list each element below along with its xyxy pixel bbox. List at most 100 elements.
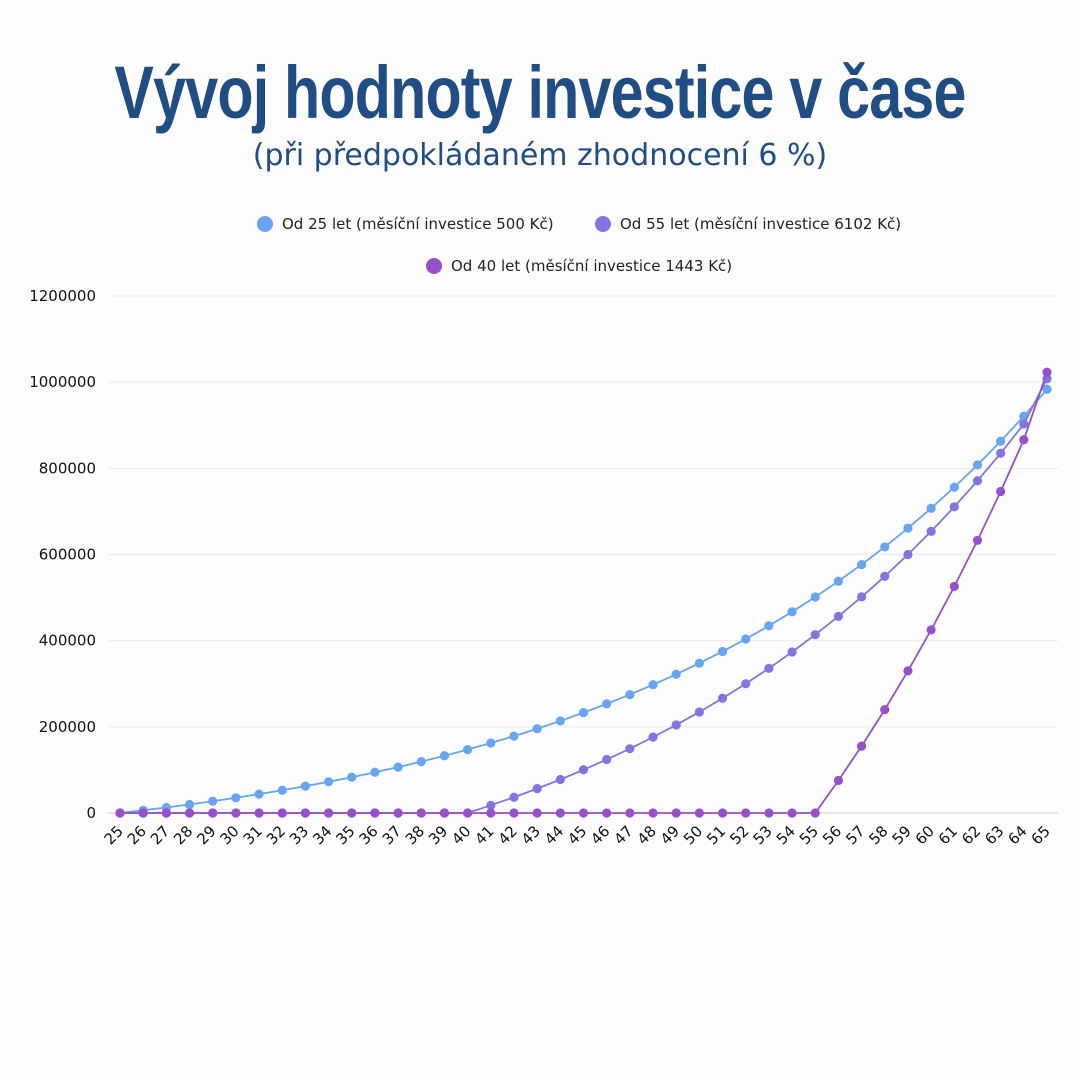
data-point [787,808,797,818]
legend-label: Od 25 let (měsíční investice 500 Kč) [282,215,554,233]
data-point [694,707,704,717]
data-point [694,658,704,668]
data-point [532,808,542,818]
grid [108,295,1058,814]
data-point [787,647,797,657]
data-point [277,785,287,795]
legend-marker [595,216,611,232]
page-subtitle: (při předpokládaném zhodnocení 6 %) [252,138,828,173]
data-point [903,666,913,676]
data-point [648,808,658,818]
data-point [138,808,148,818]
data-point [347,808,357,818]
legend-marker [257,216,273,232]
data-point [717,646,728,657]
legend-label: Od 55 let (měsíční investice 6102 Kč) [620,215,901,233]
data-point [741,634,751,644]
legend-item: Od 40 let (měsíční investice 1443 Kč) [426,257,732,275]
data-point [370,767,380,777]
series-line [119,388,1048,814]
legend-marker [426,258,442,274]
data-point [509,731,519,741]
data-point [602,808,612,818]
data-point [184,799,195,810]
legend: Od 25 let (měsíční investice 500 Kč) Od 5… [257,215,901,275]
data-point [717,693,728,703]
data-point [393,808,403,818]
data-point [625,689,635,700]
series-3 [115,367,1052,818]
data-point [671,720,681,730]
x-tick-label: 65 [1028,822,1054,848]
data-point [1019,435,1029,445]
data-point [323,808,334,818]
data-point [532,724,542,734]
data-point [602,754,612,765]
data-point [949,502,959,512]
data-point [416,808,426,818]
data-point [532,784,542,794]
data-point [161,808,171,818]
data-point [509,792,519,802]
data-point [578,808,589,818]
data-point [555,774,565,785]
data-point [416,757,426,767]
y-tick-label: 0 [86,804,96,822]
data-point [996,436,1006,446]
y-tick-label: 600000 [39,546,96,564]
data-point [903,523,913,533]
data-point [323,777,334,787]
data-point [231,793,241,803]
data-point [787,607,797,617]
data-point [694,808,704,818]
data-point [996,448,1006,458]
data-point [972,476,983,486]
data-point [254,789,264,799]
data-point [764,621,774,631]
data-point [648,680,658,690]
data-point [903,549,913,560]
data-point [880,705,890,715]
series-layer [115,367,1052,818]
page-title: Vývoj hodnoty investice v čase [114,51,966,134]
data-point [231,808,241,818]
data-point [208,808,218,818]
data-point [486,800,496,810]
data-point [277,808,287,818]
series-line [120,371,1048,814]
data-point [1019,419,1029,429]
data-point [833,611,844,621]
data-point [926,526,936,536]
data-point [439,808,450,818]
data-point [486,738,496,748]
data-point [208,796,218,806]
data-point [857,592,867,602]
data-point [972,535,983,545]
data-point [578,765,589,775]
legend-item: Od 25 let (měsíční investice 500 Kč) [257,215,554,233]
data-point [347,772,357,782]
data-point [833,576,844,586]
y-tick-label: 1000000 [29,373,96,391]
data-point [648,732,658,742]
data-point [1042,384,1052,394]
data-point [810,808,820,818]
data-point [254,808,264,818]
data-point [857,559,867,570]
data-point [926,625,936,635]
data-point [833,775,844,786]
data-point [115,808,125,818]
y-tick-label: 1200000 [29,287,96,305]
data-point [439,751,450,761]
series-line [120,378,1048,814]
data-point [184,808,195,818]
y-tick-label: 200000 [39,718,96,736]
x-axis: 2526272829303132333435363738394041424344… [101,822,1054,848]
data-point [671,669,681,679]
data-point [857,741,867,751]
legend-label: Od 40 let (měsíční investice 1443 Kč) [451,257,732,275]
series-1 [115,384,1052,818]
data-point [741,808,751,818]
data-point [486,808,496,818]
